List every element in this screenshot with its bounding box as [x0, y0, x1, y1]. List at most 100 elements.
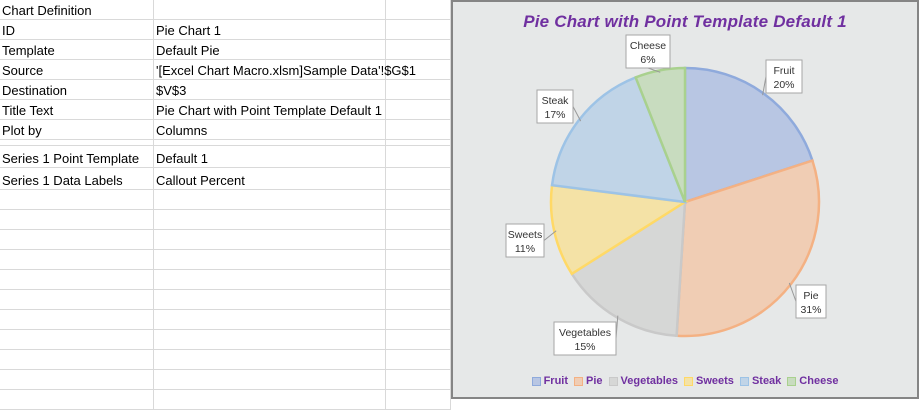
empty-cell[interactable] — [0, 190, 154, 209]
empty-cell[interactable] — [154, 250, 386, 269]
chart-legend[interactable]: Fruit Pie Vegetables Sweets Steak Cheese — [453, 375, 917, 387]
empty-cell[interactable] — [0, 270, 154, 289]
label-cell[interactable]: Plot by — [0, 120, 154, 139]
legend-swatch — [787, 376, 797, 386]
value-cell[interactable]: Pie Chart 1 — [154, 20, 386, 39]
empty-cell[interactable] — [386, 120, 451, 139]
empty-cell[interactable] — [386, 210, 451, 229]
value-cell[interactable]: Default 1 — [154, 146, 386, 167]
pie-chart[interactable]: Pie Chart with Point Template Default 1 … — [451, 0, 919, 399]
empty-cell[interactable] — [154, 190, 386, 209]
empty-cell[interactable] — [154, 390, 386, 409]
empty-cell[interactable] — [386, 40, 451, 59]
value-cell[interactable]: Callout Percent — [154, 168, 386, 189]
empty-cell[interactable] — [154, 270, 386, 289]
sheet-row: Template Default Pie — [0, 40, 451, 60]
data-label-percent: 20% — [773, 79, 794, 91]
empty-cell[interactable] — [0, 390, 154, 409]
value-cell[interactable]: Columns — [154, 120, 386, 139]
empty-cell[interactable] — [0, 370, 154, 389]
empty-cell[interactable] — [386, 250, 451, 269]
label-cell[interactable]: Template — [0, 40, 154, 59]
label-cell[interactable]: Series 1 Point Template — [0, 146, 154, 167]
empty-cell[interactable] — [386, 370, 451, 389]
empty-cell[interactable] — [386, 330, 451, 349]
label-cell[interactable]: Destination — [0, 80, 154, 99]
sheet-row: Source '[Excel Chart Macro.xlsm]Sample Da… — [0, 60, 451, 80]
legend-item-vegetables[interactable]: Vegetables — [608, 375, 678, 387]
empty-cell[interactable] — [386, 168, 451, 189]
empty-cell[interactable] — [0, 210, 154, 229]
value-cell[interactable] — [154, 0, 386, 19]
pie-slice-vegetables[interactable] — [570, 199, 687, 338]
legend-item-sweets[interactable]: Sweets — [684, 375, 734, 387]
empty-cell[interactable] — [386, 146, 451, 167]
value-cell[interactable]: Default Pie — [154, 40, 386, 59]
value-cell[interactable]: '[Excel Chart Macro.xlsm]Sample Data'!$G… — [154, 60, 416, 79]
label-cell[interactable]: Series 1 Data Labels — [0, 168, 154, 189]
label-cell[interactable]: Source — [0, 60, 154, 79]
label-cell[interactable] — [0, 140, 154, 145]
data-label-cheese[interactable]: Cheese 6% — [625, 34, 671, 73]
sheet-row — [0, 210, 451, 230]
empty-cell[interactable] — [154, 230, 386, 249]
empty-cell[interactable] — [0, 250, 154, 269]
empty-cell[interactable] — [386, 270, 451, 289]
empty-cell[interactable] — [154, 350, 386, 369]
empty-cell[interactable] — [386, 390, 451, 409]
legend-label: Cheese — [799, 375, 839, 387]
pie-slice-pie[interactable] — [675, 159, 821, 338]
value-cell[interactable]: Pie Chart with Point Template Default 1 — [154, 100, 386, 119]
label-cell[interactable]: Title Text — [0, 100, 154, 119]
empty-cell[interactable] — [0, 310, 154, 329]
empty-cell[interactable] — [0, 230, 154, 249]
empty-cell[interactable] — [0, 290, 154, 309]
empty-cell[interactable] — [386, 100, 451, 119]
empty-cell[interactable] — [154, 210, 386, 229]
chart-title[interactable]: Pie Chart with Point Template Default 1 — [523, 12, 847, 31]
empty-cell[interactable] — [386, 310, 451, 329]
sheet-row — [0, 250, 451, 270]
pie-plot[interactable]: Fruit 20% Pie 31% Vegetables 15% Sweets 11% Stea… — [453, 2, 917, 397]
data-label-sweets[interactable]: Sweets 11% — [505, 223, 557, 258]
empty-cell[interactable] — [386, 60, 451, 79]
data-label-fruit[interactable]: Fruit 20% — [762, 59, 803, 96]
data-label-pie[interactable]: Pie 31% — [788, 282, 827, 319]
pie-slice-cheese[interactable] — [634, 66, 687, 203]
sheet-row: ID Pie Chart 1 — [0, 20, 451, 40]
sheet-row — [0, 370, 451, 390]
empty-cell[interactable] — [154, 370, 386, 389]
empty-cell[interactable] — [386, 140, 451, 145]
sheet-row: Series 1 Point Template Default 1 — [0, 146, 451, 168]
legend-item-cheese[interactable]: Cheese — [787, 375, 838, 387]
data-label-category: Steak — [542, 95, 570, 107]
sheet-row — [0, 310, 451, 330]
pie-slice-sweets[interactable] — [549, 183, 689, 276]
label-cell[interactable]: ID — [0, 20, 154, 39]
data-label-category: Vegetables — [559, 327, 611, 339]
empty-cell[interactable] — [386, 190, 451, 209]
pie-slice-steak[interactable] — [550, 75, 687, 204]
data-label-vegetables[interactable]: Vegetables 15% — [553, 315, 619, 356]
empty-cell[interactable] — [386, 80, 451, 99]
label-cell[interactable]: Chart Definition — [0, 0, 154, 19]
empty-cell[interactable] — [386, 230, 451, 249]
legend-item-pie[interactable]: Pie — [574, 375, 603, 387]
value-cell[interactable] — [154, 140, 386, 145]
empty-cell[interactable] — [386, 350, 451, 369]
empty-cell[interactable] — [154, 290, 386, 309]
data-label-category: Cheese — [630, 40, 666, 52]
legend-item-steak[interactable]: Steak — [739, 375, 781, 387]
data-label-steak[interactable]: Steak 17% — [536, 89, 582, 124]
empty-cell[interactable] — [386, 20, 451, 39]
empty-cell[interactable] — [386, 0, 451, 19]
empty-cell[interactable] — [154, 330, 386, 349]
sheet-row — [0, 190, 451, 210]
empty-cell[interactable] — [386, 290, 451, 309]
empty-cell[interactable] — [154, 310, 386, 329]
empty-cell[interactable] — [0, 330, 154, 349]
empty-cell[interactable] — [0, 350, 154, 369]
value-cell[interactable]: $V$3 — [154, 80, 386, 99]
legend-item-fruit[interactable]: Fruit — [531, 375, 568, 387]
pie-slice-fruit[interactable] — [683, 66, 815, 204]
